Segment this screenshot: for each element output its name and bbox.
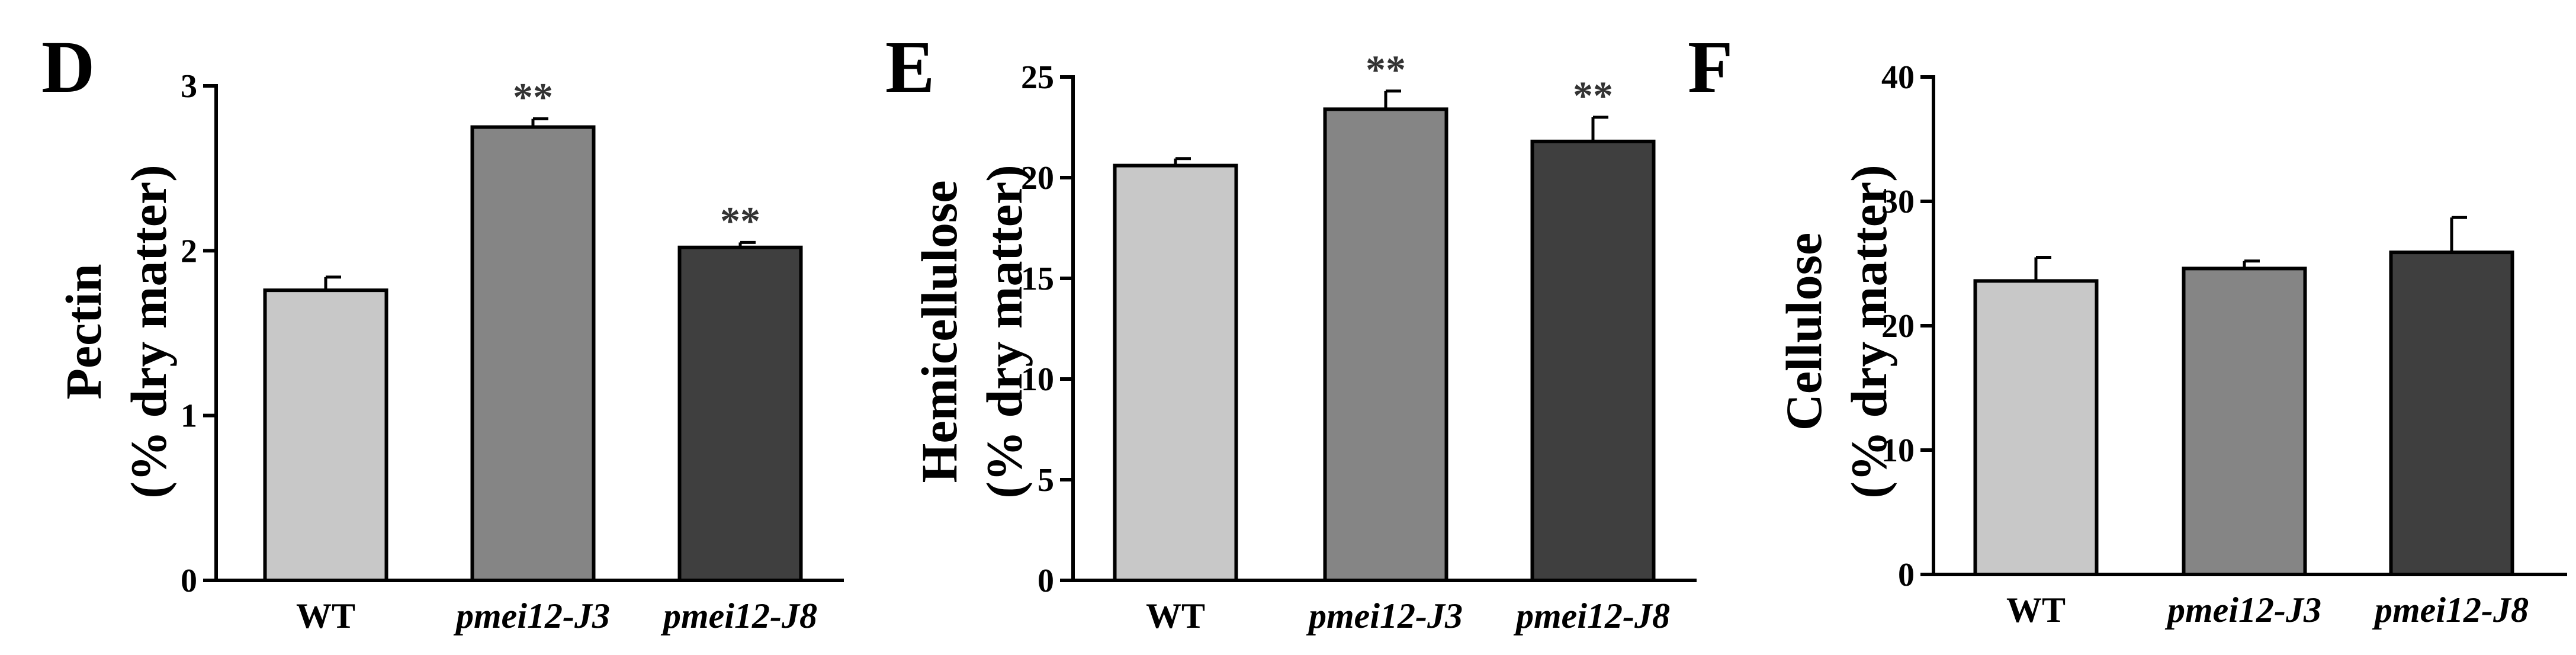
y-axis-unit-label: (% dry matter)	[976, 165, 1033, 499]
panel-f: F Cellulose (% dry matter) WT pmei12-J3 pmei1…	[1688, 27, 2567, 630]
y-tick-label: 10	[1881, 432, 1915, 469]
y-tick-label: 2	[181, 233, 197, 269]
panel-d: D Pectin (% dry matter) WT ** pmei12-J3 ** pmei…	[41, 27, 844, 635]
significance-marker: **	[513, 75, 553, 120]
y-axis-label: Pectin	[55, 264, 112, 399]
y-tick-label: 15	[1021, 261, 1054, 297]
bar	[1113, 163, 1238, 583]
category-label: WT	[1146, 596, 1205, 635]
y-tick-label: 0	[1898, 557, 1915, 593]
bar	[1973, 279, 2099, 576]
category-label: WT	[296, 596, 355, 635]
significance-marker: **	[1366, 47, 1406, 92]
y-tick-label: 25	[1021, 59, 1054, 96]
panel-letter: F	[1688, 27, 1733, 108]
y-tick-label: 20	[1881, 308, 1915, 345]
significance-marker: **	[720, 198, 760, 243]
category-label: pmei12-J8	[1513, 596, 1670, 635]
y-axis-unit-label: (% dry matter)	[120, 165, 177, 499]
y-axis-label: Hemicellulose	[911, 180, 968, 483]
y-tick-label: 3	[181, 68, 197, 105]
category-label: pmei12-J3	[453, 596, 610, 635]
y-tick-label: 0	[1038, 563, 1054, 599]
bar	[2182, 267, 2307, 576]
bar	[1530, 139, 1656, 583]
category-label: WT	[2006, 590, 2066, 630]
category-label: pmei12-J3	[1306, 596, 1463, 635]
category-label: pmei12-J8	[660, 596, 817, 635]
panel-letter: D	[41, 27, 95, 108]
y-tick-label: 5	[1038, 462, 1054, 499]
bar	[1323, 107, 1448, 582]
category-label: pmei12-J3	[2164, 590, 2321, 630]
y-tick-label: 10	[1021, 361, 1054, 398]
panel-e: E Hemicellulose (% dry matter) WT ** pmei12-J…	[885, 27, 1697, 635]
bar	[677, 245, 803, 582]
significance-marker: **	[1573, 73, 1613, 118]
panel-letter: E	[885, 27, 934, 108]
y-axis-label: Cellulose	[1775, 233, 1832, 431]
bar	[263, 288, 388, 582]
y-tick-label: 0	[181, 563, 197, 599]
y-tick-label: 20	[1021, 160, 1054, 197]
bar	[470, 125, 596, 583]
category-label: pmei12-J8	[2372, 590, 2529, 630]
y-tick-label: 40	[1881, 59, 1915, 96]
y-tick-label: 30	[1881, 184, 1915, 220]
y-tick-label: 1	[181, 398, 197, 435]
bar	[2389, 251, 2514, 577]
y-axis-unit-label: (% dry matter)	[1841, 165, 1897, 499]
